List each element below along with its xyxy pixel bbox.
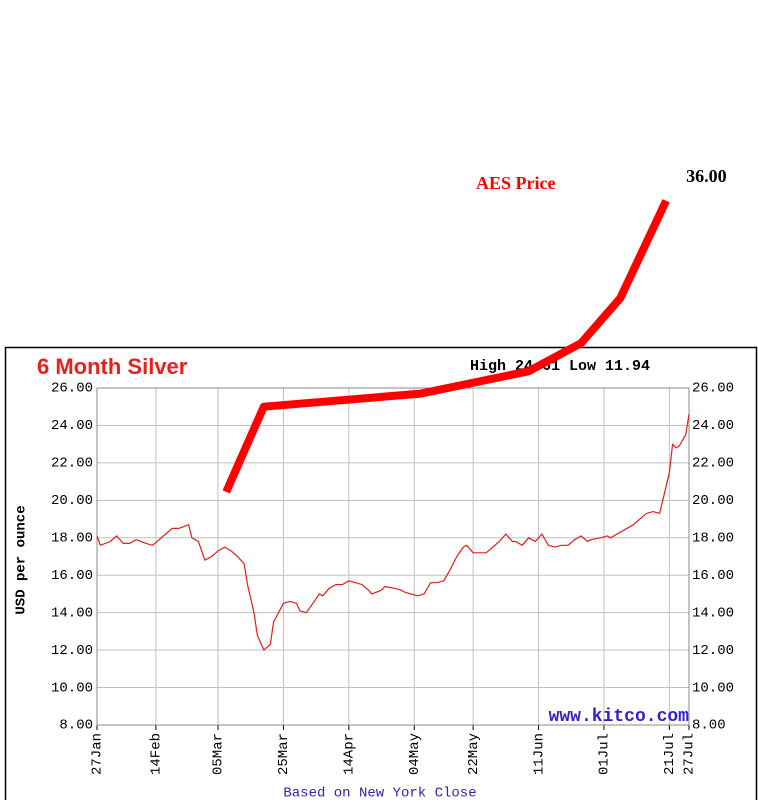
y2-tick-label: 12.00: [692, 643, 734, 659]
y2-tick-label: 26.00: [692, 381, 734, 397]
x-tick-label: 05Mar: [211, 733, 227, 775]
y2-tick-label: 8.00: [692, 718, 726, 734]
y2-tick-label: 16.00: [692, 568, 734, 584]
chart-frame: [4, 346, 758, 800]
watermark: www.kitco.com: [549, 707, 690, 727]
x-tick-label: 14Feb: [149, 733, 165, 775]
x-tick-label: 11Jun: [531, 733, 547, 775]
y-tick-label: 20.00: [51, 493, 93, 509]
x-tick-label: 22May: [466, 733, 482, 775]
y2-tick-label: 24.00: [692, 418, 734, 434]
y-tick-label: 8.00: [59, 718, 93, 734]
x-tick-label: 27Jul: [682, 733, 698, 775]
y-tick-label: 14.00: [51, 605, 93, 621]
y-tick-label: 12.00: [51, 643, 93, 659]
legend-label: AES Price: [476, 173, 555, 193]
footer: Based on New York Close: [283, 786, 476, 800]
y2-tick-label: 20.00: [692, 493, 734, 509]
y2-tick-label: 18.00: [692, 530, 734, 546]
y2-tick-label: 14.00: [692, 605, 734, 621]
series-line: [222, 199, 670, 494]
y-tick-label: 18.00: [51, 530, 93, 546]
plot-border: [96, 387, 690, 726]
x-tick-label: 04May: [407, 733, 423, 775]
y2-tick-label: 10.00: [692, 680, 734, 696]
series-line: [96, 414, 690, 651]
x-tick-label: 01Jul: [597, 733, 613, 775]
chart-subtitle: High 24.61 Low 11.94: [470, 358, 650, 375]
x-tick-label: 27Jan: [90, 733, 106, 775]
y-tick-label: 10.00: [51, 680, 93, 696]
y-tick-label: 22.00: [51, 456, 93, 472]
chart-title: 6 Month Silver: [37, 354, 188, 379]
x-tick-label: 21Jul: [662, 733, 678, 775]
y-tick-label: 26.00: [51, 381, 93, 397]
y-axis-label: USD per ounce: [14, 505, 30, 614]
y-tick-label: 24.00: [51, 418, 93, 434]
x-tick-label: 14Apr: [342, 733, 358, 775]
value-label: 36.00: [686, 166, 727, 186]
x-tick-label: 25Mar: [276, 733, 292, 775]
y2-tick-label: 22.00: [692, 456, 734, 472]
y-tick-label: 16.00: [51, 568, 93, 584]
